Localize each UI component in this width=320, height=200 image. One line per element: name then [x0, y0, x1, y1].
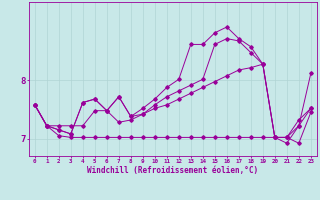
X-axis label: Windchill (Refroidissement éolien,°C): Windchill (Refroidissement éolien,°C): [87, 166, 258, 175]
